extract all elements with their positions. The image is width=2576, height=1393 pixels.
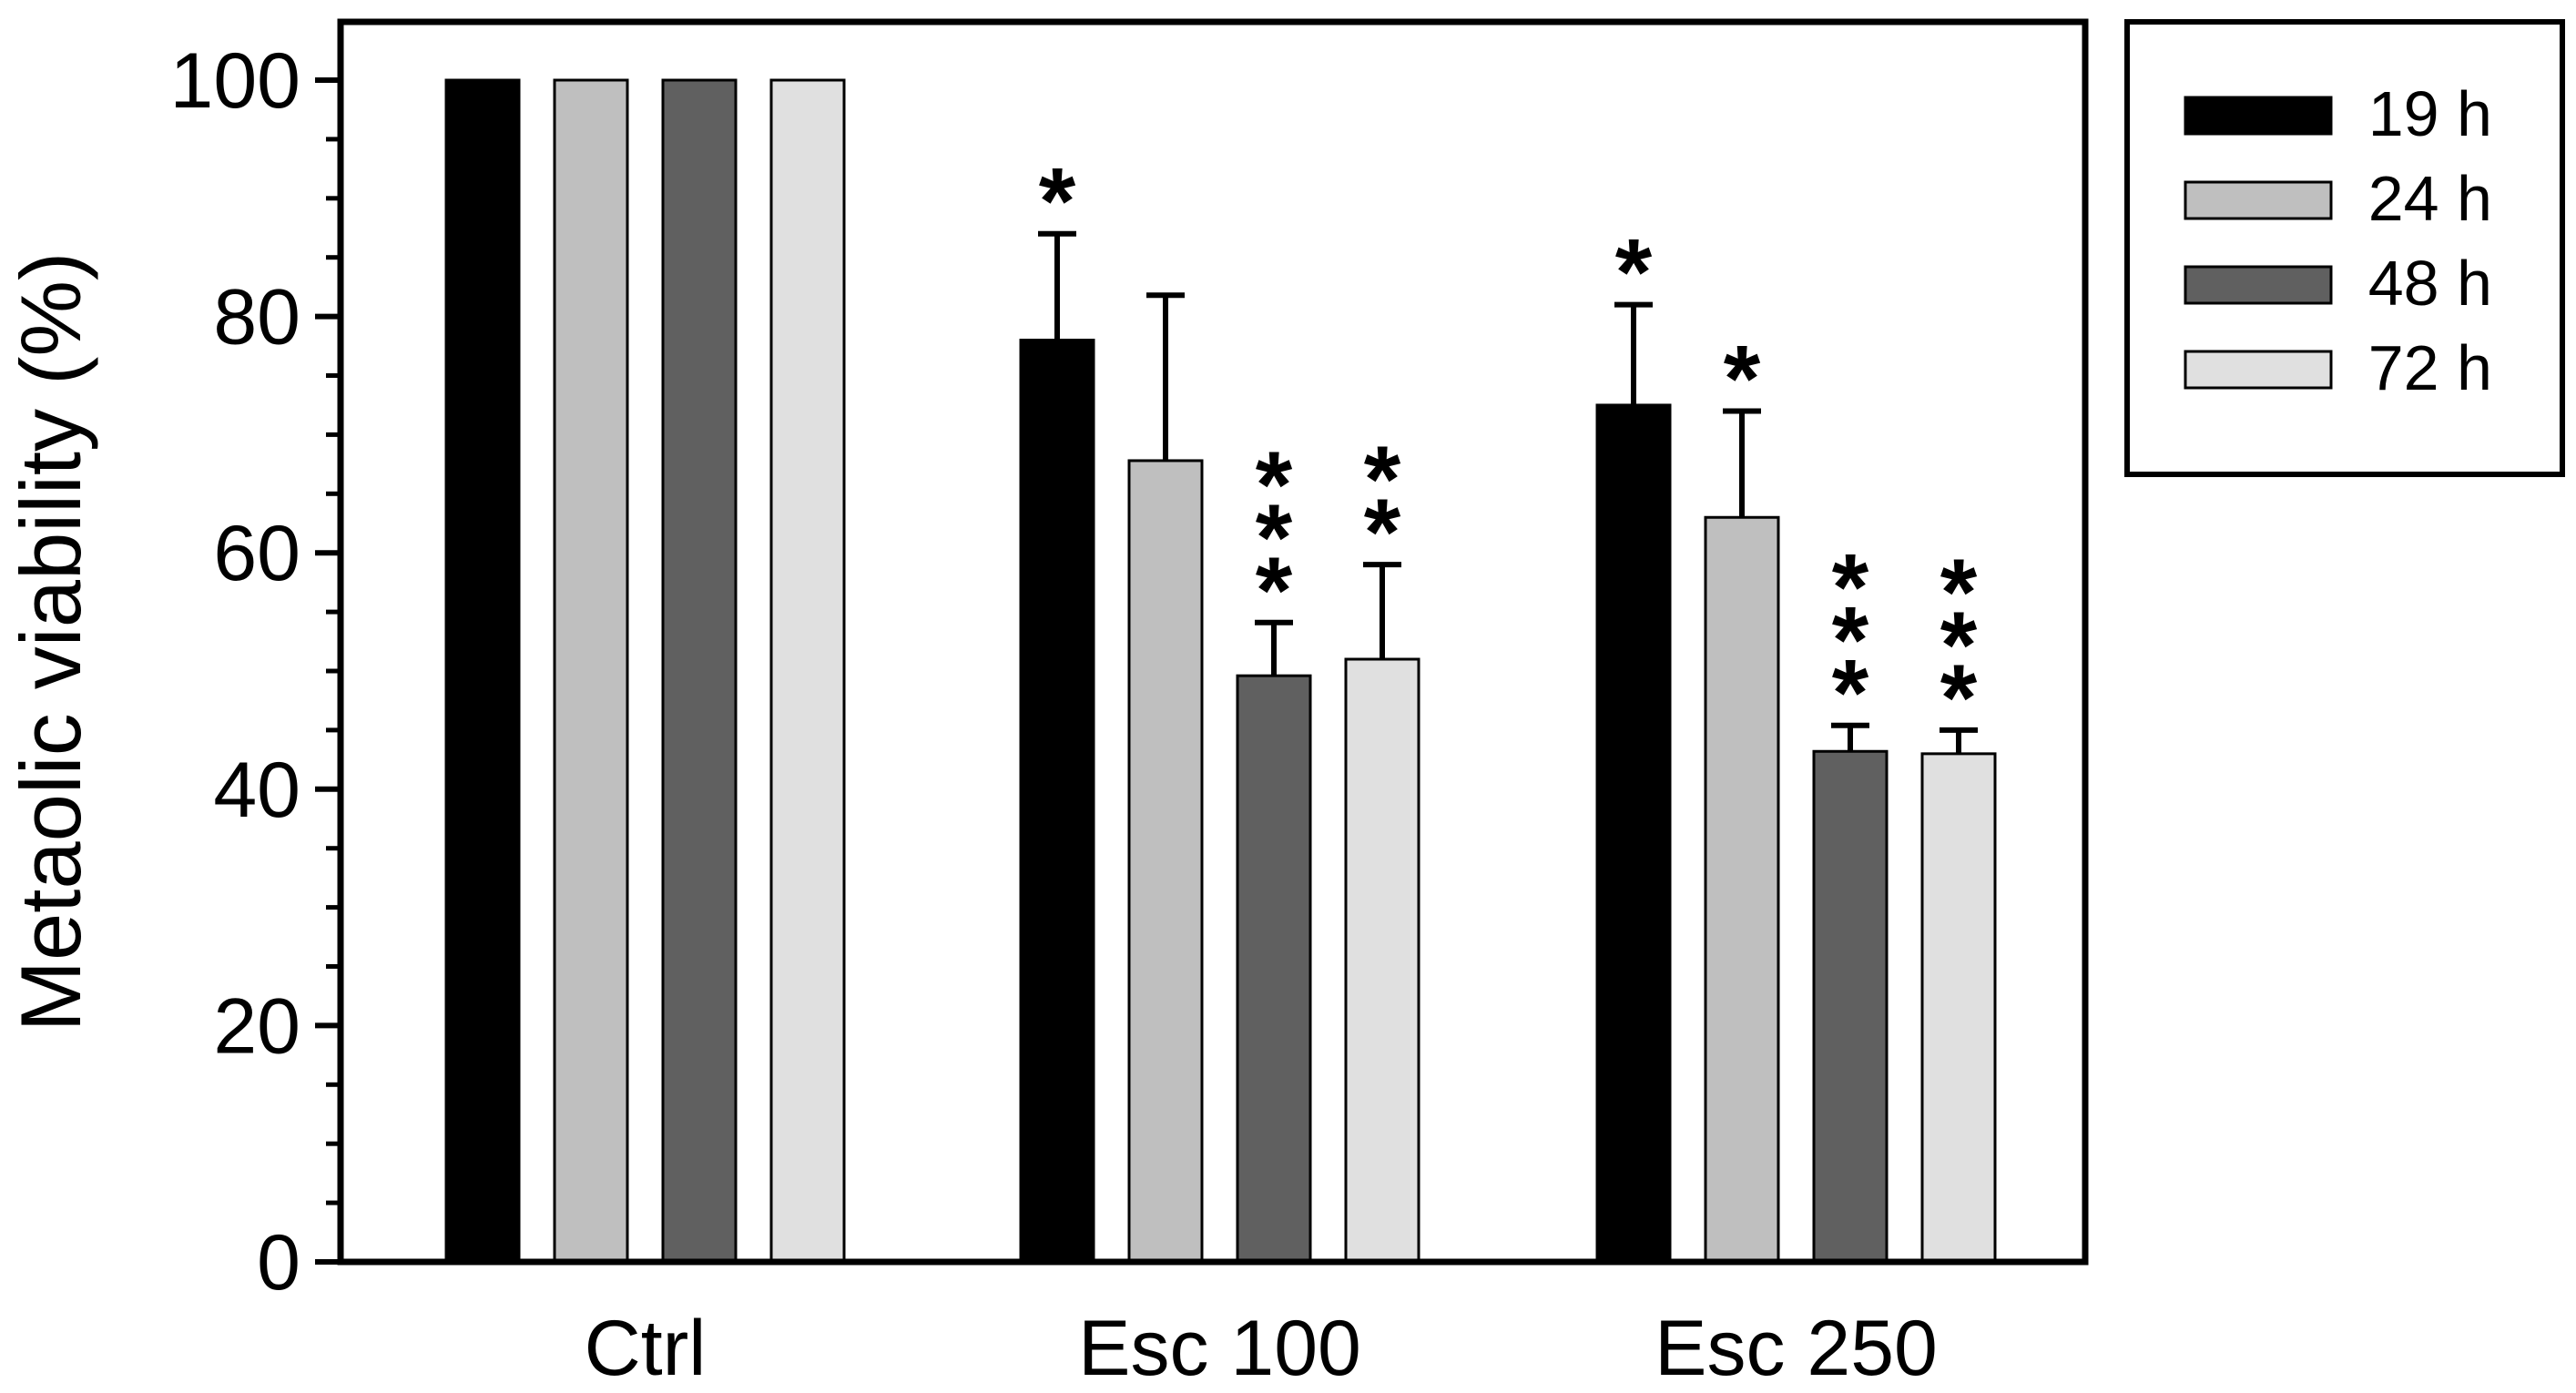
x-axis-category-labels: Ctrl Esc 100 Esc 250 bbox=[585, 1305, 1938, 1392]
significance-stars: ************** bbox=[1039, 149, 1978, 751]
y-tick-label: 60 bbox=[213, 510, 300, 597]
x-category-label: Ctrl bbox=[585, 1305, 707, 1392]
significance-star: * bbox=[1940, 540, 1978, 646]
significance-star: * bbox=[1940, 646, 1978, 751]
bar-72h-esc-250 bbox=[1920, 752, 1997, 1264]
bar-24h-ctrl bbox=[553, 78, 629, 1264]
bar-19h-esc-100 bbox=[1019, 339, 1095, 1264]
legend-swatch-72h bbox=[2184, 350, 2333, 390]
y-tick-label: 80 bbox=[213, 274, 300, 361]
bar-19h-ctrl bbox=[444, 78, 521, 1264]
y-tick-label: 100 bbox=[170, 37, 301, 125]
significance-star: * bbox=[1615, 220, 1653, 326]
legend-label: 48 h bbox=[2368, 248, 2492, 319]
y-tick-label: 40 bbox=[213, 747, 300, 834]
bar-19h-esc-250 bbox=[1595, 403, 1672, 1264]
bar-72h-ctrl bbox=[769, 78, 846, 1264]
significance-star: * bbox=[1364, 427, 1401, 533]
significance-star: * bbox=[1256, 485, 1293, 591]
significance-star: * bbox=[1256, 432, 1293, 538]
x-category-label: Esc 100 bbox=[1078, 1305, 1361, 1392]
significance-star: * bbox=[1364, 480, 1401, 585]
legend-label: 72 h bbox=[2368, 332, 2492, 403]
y-axis-title: Metaolic viability (%) bbox=[3, 252, 98, 1032]
bar-24h-esc-100 bbox=[1127, 459, 1204, 1264]
bar-48h-esc-250 bbox=[1812, 749, 1889, 1264]
y-tick-label: 20 bbox=[213, 982, 300, 1070]
bar-48h-ctrl bbox=[661, 78, 738, 1264]
legend-label: 19 h bbox=[2368, 78, 2492, 149]
legend-swatch-24h bbox=[2184, 180, 2333, 220]
legend-label: 24 h bbox=[2368, 163, 2492, 234]
significance-star: * bbox=[1832, 535, 1869, 641]
bar-marks bbox=[444, 78, 1997, 1264]
significance-star: * bbox=[1832, 588, 1869, 694]
legend-swatch-19h bbox=[2184, 96, 2333, 136]
bar-72h-esc-100 bbox=[1344, 657, 1420, 1264]
y-axis-ticks: 0 20 40 60 80 100 bbox=[170, 37, 341, 1307]
bar-48h-esc-100 bbox=[1236, 674, 1312, 1264]
error-bars bbox=[1038, 230, 1978, 754]
significance-star: * bbox=[1724, 326, 1761, 432]
legend: 19 h 24 h 48 h 72 h bbox=[2124, 19, 2565, 477]
significance-star: * bbox=[1832, 641, 1869, 747]
significance-star: * bbox=[1039, 149, 1076, 255]
bar-24h-esc-250 bbox=[1704, 515, 1780, 1264]
x-category-label: Esc 250 bbox=[1655, 1305, 1938, 1392]
plot-frame bbox=[337, 18, 2089, 1266]
legend-frame bbox=[2124, 19, 2565, 477]
significance-star: * bbox=[1940, 593, 1978, 698]
significance-star: * bbox=[1256, 538, 1293, 644]
legend-swatch-48h bbox=[2184, 265, 2333, 305]
y-tick-label: 0 bbox=[257, 1219, 300, 1307]
